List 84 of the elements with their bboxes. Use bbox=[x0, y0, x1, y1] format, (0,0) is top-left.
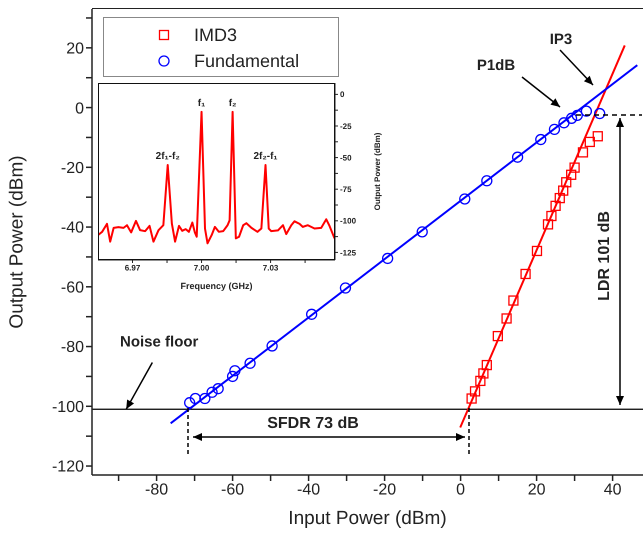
y-tick-label: -80 bbox=[60, 339, 84, 356]
annotation: LDR 101 dB bbox=[596, 211, 613, 301]
annotation: f₂ bbox=[228, 98, 236, 109]
y-axis-title: Output Power (dBm) bbox=[372, 132, 382, 210]
point bbox=[416, 226, 428, 238]
annotation: 2f₂-f₁ bbox=[253, 151, 278, 162]
y-tick-label: 20 bbox=[66, 40, 84, 58]
point bbox=[229, 365, 241, 376]
y-tick-label: -75 bbox=[340, 185, 352, 194]
x-tick-label: 7.00 bbox=[194, 264, 210, 273]
point bbox=[459, 193, 470, 205]
x-tick-label: 6.97 bbox=[124, 264, 141, 273]
point bbox=[199, 392, 211, 404]
y-tick-label: -125 bbox=[340, 248, 357, 258]
y-tick-label: -60 bbox=[60, 279, 84, 296]
y-tick-label: -50 bbox=[340, 153, 352, 162]
point bbox=[512, 152, 524, 163]
point bbox=[466, 393, 477, 404]
point bbox=[340, 282, 352, 294]
point bbox=[535, 134, 546, 146]
annotation: 2f₁-f₂ bbox=[156, 151, 180, 162]
legend-label: IMD3 bbox=[194, 24, 238, 46]
y-tick-label: -100 bbox=[340, 216, 357, 226]
point bbox=[226, 370, 238, 382]
point bbox=[584, 136, 595, 148]
point bbox=[566, 170, 576, 180]
point bbox=[306, 308, 318, 320]
point bbox=[569, 162, 580, 173]
point bbox=[501, 313, 512, 324]
point bbox=[492, 330, 503, 342]
point bbox=[546, 210, 557, 222]
point bbox=[572, 110, 583, 121]
point bbox=[566, 112, 578, 124]
annotation: SFDR 73 dB bbox=[267, 415, 359, 432]
point bbox=[206, 386, 218, 398]
x-tick-label: -20 bbox=[373, 481, 396, 498]
x-tick-label: 40 bbox=[604, 481, 622, 498]
x-tick-label: 7.03 bbox=[262, 264, 279, 273]
x-axis-title: Frequency (GHz) bbox=[180, 281, 253, 291]
point bbox=[266, 340, 278, 352]
point bbox=[532, 246, 542, 256]
point bbox=[508, 295, 519, 306]
point bbox=[558, 117, 570, 128]
point bbox=[548, 124, 560, 136]
y-tick-label: -25 bbox=[340, 122, 352, 131]
point bbox=[580, 106, 592, 117]
point bbox=[592, 131, 603, 142]
annotation: Noise floor bbox=[120, 333, 199, 350]
point bbox=[475, 376, 486, 386]
annotation: IP3 bbox=[550, 31, 572, 48]
point bbox=[482, 360, 492, 370]
x-tick-label: -60 bbox=[221, 481, 244, 498]
legend-label: Fundamental bbox=[194, 50, 300, 72]
point bbox=[542, 219, 554, 230]
x-tick-label: -80 bbox=[145, 481, 168, 498]
point bbox=[190, 392, 202, 404]
x-axis-title: Input Power (dBm) bbox=[288, 508, 447, 529]
point bbox=[382, 252, 394, 264]
annotation: f₁ bbox=[198, 98, 206, 109]
y-axis-title: Output Power (dBm) bbox=[6, 155, 28, 329]
x-tick-label: 20 bbox=[528, 481, 546, 498]
point bbox=[554, 192, 565, 204]
line-series bbox=[98, 110, 335, 244]
annotation: P1dB bbox=[476, 57, 516, 74]
x-tick-label: -40 bbox=[297, 481, 320, 498]
y-tick-label: -20 bbox=[60, 160, 84, 177]
point bbox=[594, 108, 606, 120]
point bbox=[481, 175, 492, 186]
y-tick-label: 0 bbox=[75, 100, 84, 118]
point bbox=[558, 185, 568, 196]
y-tick-label: -40 bbox=[60, 220, 84, 237]
point bbox=[184, 397, 196, 408]
point bbox=[550, 200, 561, 212]
point bbox=[244, 358, 256, 369]
x-tick-label: 0 bbox=[456, 481, 466, 498]
point bbox=[561, 177, 572, 188]
point bbox=[212, 383, 224, 394]
point bbox=[520, 268, 531, 280]
point bbox=[478, 368, 489, 379]
y-tick-label: -100 bbox=[52, 398, 84, 416]
y-tick-label: -120 bbox=[52, 458, 84, 476]
y-tick-label: 0 bbox=[340, 90, 345, 100]
point bbox=[470, 386, 480, 397]
point bbox=[578, 147, 588, 158]
